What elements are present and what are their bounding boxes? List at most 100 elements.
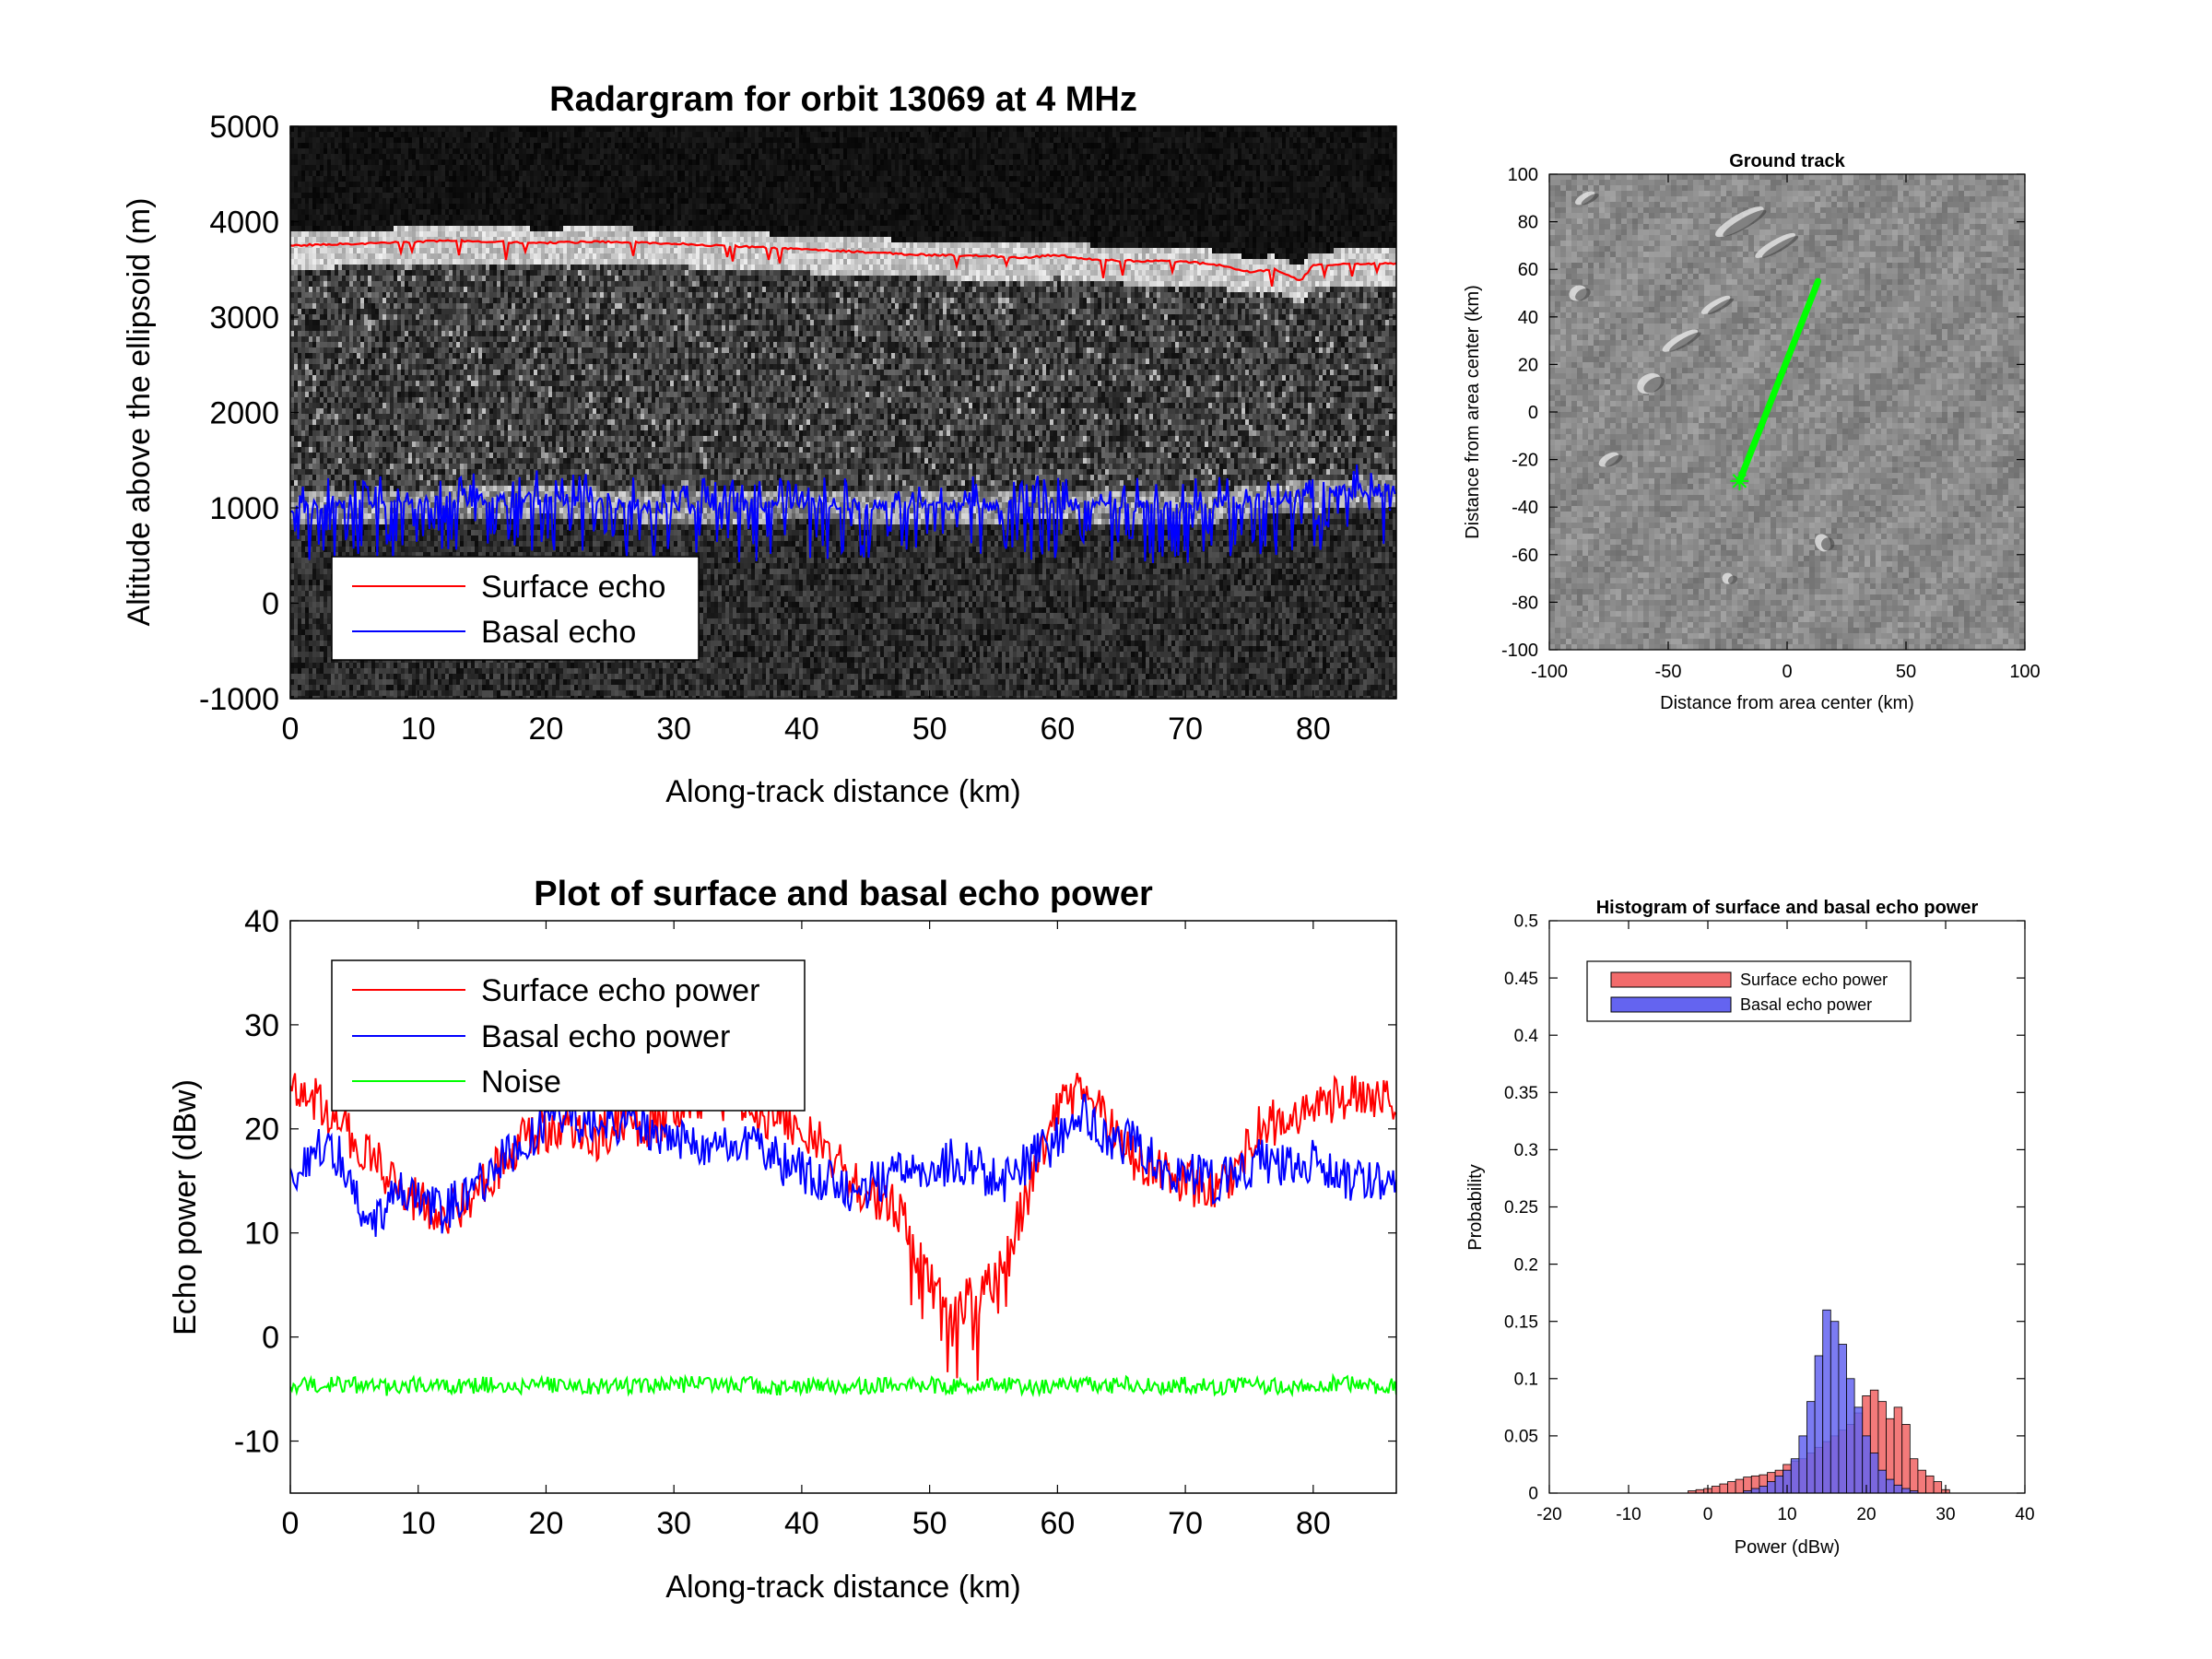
histogram-xlabel: Power (dBw)	[1735, 1537, 1840, 1558]
ground-track-ylabel: Distance from area center (km)	[1463, 285, 1483, 539]
histogram-bar-basal	[1886, 1478, 1895, 1493]
radargram-legend-box	[331, 556, 700, 661]
histogram-bar-basal	[1838, 1344, 1847, 1493]
histogram-bar-basal	[1806, 1401, 1816, 1493]
histogram-panel: -20 -10 0 10 20 30 40 0 0.05 0.1 0.15 0.2 0.25 0.3 0.3…	[1465, 898, 2035, 1558]
histogram-ytick-label: 0.2	[1514, 1255, 1538, 1275]
histogram-bar-basal	[1893, 1484, 1903, 1493]
histogram-ylabel: Probability	[1465, 1164, 1486, 1250]
terrain-feature-shadow	[1581, 194, 1599, 206]
terrain-feature	[1700, 295, 1731, 314]
histogram-bar-basal	[1862, 1435, 1871, 1493]
radargram-legend: Surface echo Basal echo	[331, 556, 700, 661]
radargram-xtick-label: 70	[1168, 712, 1203, 747]
radargram-ytick-label: 2000	[209, 395, 279, 430]
radargram-ytick-label: -1000	[199, 682, 279, 717]
histogram-xtick-label: 0	[1703, 1505, 1713, 1524]
histogram-xtick-label: -10	[1616, 1505, 1641, 1524]
histogram-ytick-label: 0	[1528, 1485, 1538, 1504]
histogram-ytick-label: 0.35	[1504, 1084, 1538, 1103]
echo-power-ytick-label: -10	[234, 1424, 279, 1459]
noise-line	[290, 1372, 1396, 1398]
radargram-ytick-label: 5000	[209, 110, 279, 145]
histogram-bar-basal	[1846, 1378, 1855, 1493]
radargram-xtick-label: 0	[282, 712, 300, 747]
legend-swatch-hist-basal	[1610, 996, 1732, 1013]
echo-power-xtick-label: 60	[1040, 1506, 1075, 1541]
echo-power-ytick-label: 30	[244, 1008, 279, 1043]
histogram-bar-basal	[1790, 1458, 1800, 1493]
echo-power-axes-box	[289, 920, 1397, 1494]
histogram-bar-basal	[1822, 1309, 1831, 1493]
radargram-xtick-label: 60	[1040, 712, 1075, 747]
echo-power-ylabel: Echo power (dBw)	[168, 1079, 203, 1335]
legend-label-hist-surface: Surface echo power	[1740, 971, 1888, 989]
histogram-ytick-label: 0.05	[1504, 1428, 1538, 1447]
radargram-ytick-label: 1000	[209, 491, 279, 526]
terrain-feature-shadow	[1643, 376, 1665, 394]
ground-track-xlabel: Distance from area center (km)	[1660, 693, 1914, 713]
ground-track-xtick-label: -50	[1655, 662, 1682, 682]
echo-power-xtick-label: 70	[1168, 1506, 1203, 1541]
terrain-feature	[1575, 191, 1595, 206]
histogram-bar-surface	[1909, 1458, 1919, 1493]
ground-track-ytick-label: -60	[1512, 546, 1538, 566]
ground-track-ytick-label: 20	[1518, 355, 1538, 375]
histogram-bar-surface	[1917, 1469, 1926, 1493]
legend-label-noise: Noise	[481, 1065, 561, 1100]
ground-track-ytick-label: -20	[1512, 451, 1538, 471]
radargram-panel: 0 10 20 30 40 50 60 70 80-1000010002000300040005…	[122, 80, 1397, 809]
radargram-xtick-label: 30	[656, 712, 691, 747]
ground-track-ytick-label: 80	[1518, 213, 1538, 233]
ground-track-ytick-label: -80	[1512, 593, 1538, 613]
histogram-xtick-label: 20	[1856, 1505, 1876, 1524]
ground-track-ytick-label: -40	[1512, 498, 1538, 518]
histogram-ytick-label: 0.1	[1514, 1370, 1538, 1389]
histogram-title: Histogram of surface and basal echo powe…	[1596, 898, 1979, 918]
histogram-bar-basal	[1877, 1469, 1887, 1493]
ground-track-line	[1735, 277, 1822, 485]
terrain-feature-shadow	[1821, 537, 1835, 551]
terrain-feature-shadow	[1669, 332, 1701, 352]
legend-swatch-hist-surface	[1610, 971, 1732, 988]
radargram-xtick-label: 10	[401, 712, 436, 747]
radargram-xtick-label: 20	[529, 712, 564, 747]
radargram-xtick-label: 50	[912, 712, 947, 747]
histogram-ytick-label: 0.45	[1504, 970, 1538, 989]
histogram-bar-basal	[1830, 1321, 1840, 1493]
histogram-ytick-label: 0.15	[1504, 1312, 1538, 1332]
echo-power-xtick-label: 10	[401, 1506, 436, 1541]
ground-track-xtick-label: 100	[2009, 662, 2040, 682]
histogram-bar-surface	[1727, 1481, 1736, 1493]
basal-echo-line	[290, 464, 1396, 563]
echo-power-ytick-label: 0	[262, 1321, 279, 1356]
radargram-ytick-label: 0	[262, 586, 279, 621]
histogram-bar-surface	[1925, 1475, 1935, 1493]
legend-label-hist-basal: Basal echo power	[1740, 995, 1872, 1014]
histogram-xtick-label: 40	[2015, 1505, 2034, 1524]
histogram-ytick-label: 0.4	[1514, 1027, 1539, 1046]
histogram-xtick-label: 10	[1777, 1505, 1796, 1524]
ground-track-xtick-label: 50	[1896, 662, 1916, 682]
ground-track-ytick-label: 40	[1518, 308, 1538, 328]
ground-track-xtick-label: 0	[1782, 662, 1792, 682]
histogram-bar-basal	[1767, 1481, 1776, 1493]
radargram-ytick-label: 3000	[209, 300, 279, 335]
radargram-ylabel: Altitude above the ellipsoid (m)	[122, 198, 157, 627]
echo-power-xtick-label: 40	[784, 1506, 819, 1541]
histogram-bar-surface	[1893, 1406, 1903, 1493]
legend-label-surface-echo: Surface echo	[481, 570, 665, 605]
legend-label-surface-echo-power: Surface echo power	[481, 973, 759, 1008]
histogram-bar-surface	[1933, 1481, 1943, 1493]
ground-track-xtick-label: -100	[1531, 662, 1568, 682]
radargram-xlabel: Along-track distance (km)	[665, 774, 1020, 809]
ground-track-ytick-label: 0	[1528, 403, 1538, 423]
histogram-ytick-label: 0.3	[1514, 1141, 1538, 1160]
histogram-bar-surface	[1901, 1424, 1911, 1493]
echo-power-panel: 0 10 20 30 40 50 60 70 80 -10 0 10 20 30 40 Plot of su…	[168, 875, 1397, 1605]
ground-track-terrain-image	[1549, 174, 2025, 650]
histogram-bar-basal	[1901, 1488, 1911, 1493]
ground-track-ytick-label: 60	[1518, 260, 1538, 280]
histogram-xtick-label: 30	[1936, 1505, 1955, 1524]
